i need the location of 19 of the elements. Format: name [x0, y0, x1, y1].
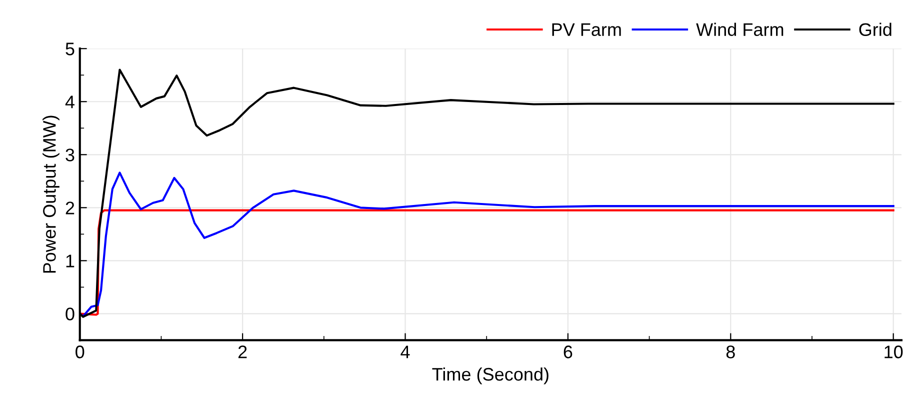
x-axis-title: Time (Second)	[432, 367, 548, 384]
x-tick-label: 10	[884, 346, 903, 358]
x-tick-label: 4	[400, 346, 410, 358]
legend-label: Grid	[859, 22, 892, 36]
x-tick-label: 8	[726, 346, 735, 358]
x-tick-label: 2	[238, 346, 247, 358]
x-tick-label: 0	[76, 346, 84, 358]
line-series	[80, 209, 894, 316]
y-tick-label: 3	[66, 148, 74, 162]
y-tick-label: 2	[66, 202, 74, 214]
legend-label: PV Farm	[552, 23, 621, 36]
y-axis-title: Power Output (MW)	[42, 116, 60, 273]
y-tick-label: 4	[65, 96, 74, 108]
y-tick-label: 0	[66, 308, 74, 320]
y-tick-label: 1	[66, 254, 74, 268]
line-series	[80, 172, 894, 318]
x-tick-label: 6	[564, 346, 572, 358]
y-tick-label: 5	[66, 42, 74, 56]
legend-label: Wind Farm	[696, 22, 784, 36]
